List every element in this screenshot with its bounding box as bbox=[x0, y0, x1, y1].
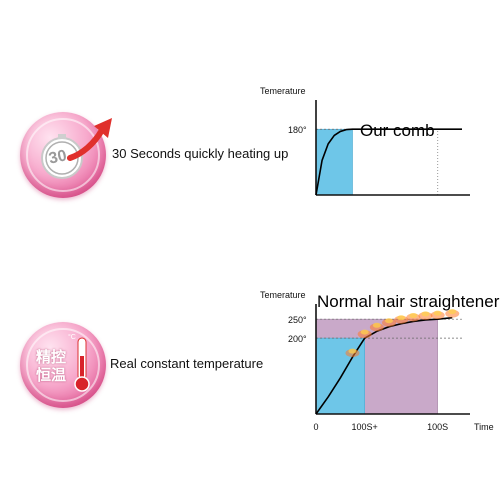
badge-text-line2: 恒温 bbox=[36, 366, 67, 384]
y-axis-label: Temerature bbox=[260, 86, 306, 96]
flame-core bbox=[372, 322, 381, 328]
flame-core bbox=[397, 315, 406, 321]
series-line bbox=[315, 128, 462, 196]
flame-core bbox=[385, 318, 393, 324]
x-tick-label: 0 bbox=[313, 422, 318, 432]
panel-constant-temperature: 精控 恒温 °C Real constant temperature Norma… bbox=[0, 250, 500, 450]
thermometer-icon bbox=[74, 337, 90, 392]
caption-constant-temperature: Real constant temperature bbox=[110, 356, 264, 371]
badge-ring bbox=[26, 118, 100, 192]
chart-title-our-comb: Our comb bbox=[360, 121, 435, 140]
celsius-superscript: °C bbox=[68, 334, 76, 341]
stopwatch-30-icon bbox=[41, 134, 83, 179]
badge-text-line1: 精控 bbox=[36, 348, 67, 366]
x-tick-label: 100S bbox=[427, 422, 448, 432]
flame-core bbox=[433, 310, 442, 316]
red-arrow-icon bbox=[67, 118, 112, 161]
badge-ring bbox=[26, 328, 100, 402]
chart-normal-straightener: Temerature Time 250° 200° 0 100S+ 100S bbox=[260, 290, 494, 432]
panel-quick-heating: 30 30 Seconds quickly heating up Our com… bbox=[0, 0, 500, 200]
chart-our-comb: TemeratureTime180°030S100S bbox=[260, 86, 470, 196]
x-tick-label: 100S+ bbox=[352, 422, 378, 432]
caption-quick-heating: 30 Seconds quickly heating up bbox=[112, 146, 289, 161]
y-tick-label: 180° bbox=[288, 125, 307, 135]
y-tick-label: 200° bbox=[288, 334, 307, 344]
flame-core bbox=[421, 311, 430, 317]
flame-core bbox=[409, 312, 418, 318]
stopwatch-badge: 30 bbox=[20, 112, 112, 198]
thermometer-badge: 精控 恒温 °C bbox=[20, 322, 106, 408]
flame-core bbox=[360, 329, 369, 335]
chart-title-normal-straightener: Normal hair straightener bbox=[317, 292, 500, 311]
y-tick-label: 250° bbox=[288, 315, 307, 325]
y-axis-label: Temerature bbox=[260, 290, 306, 300]
flame-core bbox=[448, 309, 457, 315]
x-axis-label: Time bbox=[474, 422, 494, 432]
flame-core bbox=[348, 348, 357, 354]
